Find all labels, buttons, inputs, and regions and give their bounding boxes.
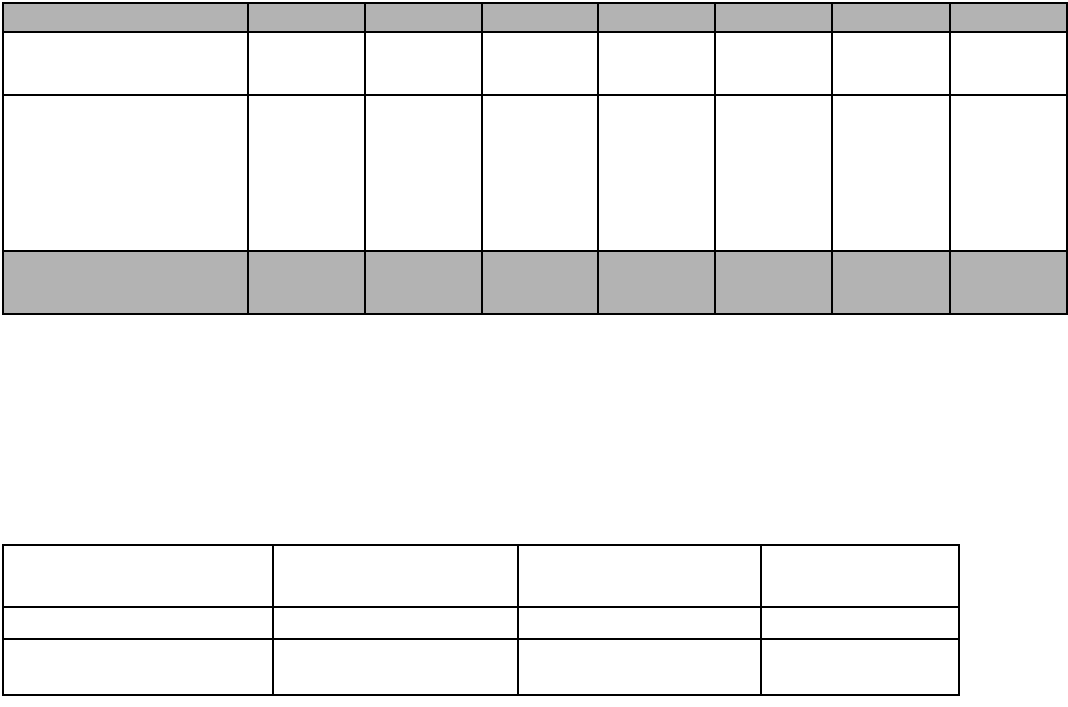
- table-cell[interactable]: [481, 2, 599, 33]
- table-cell[interactable]: [597, 94, 716, 252]
- table-cell[interactable]: [364, 31, 483, 96]
- table-cell[interactable]: [272, 606, 519, 640]
- table-cell[interactable]: [714, 31, 833, 96]
- shaded-table-row: [2, 2, 1068, 33]
- table-cell[interactable]: [597, 250, 716, 315]
- table-cell[interactable]: [247, 94, 366, 252]
- table-cell[interactable]: [949, 94, 1068, 252]
- table-cell[interactable]: [949, 2, 1068, 33]
- table-cell[interactable]: [247, 250, 366, 315]
- table-cell[interactable]: [2, 638, 274, 696]
- table-row: [2, 638, 960, 696]
- table-cell[interactable]: [2, 31, 249, 96]
- bottom-table: [2, 544, 960, 696]
- table-cell[interactable]: [364, 2, 483, 33]
- table-cell[interactable]: [831, 250, 951, 315]
- table-cell[interactable]: [2, 94, 249, 252]
- table-cell[interactable]: [2, 544, 274, 608]
- table-cell[interactable]: [247, 31, 366, 96]
- table-row: [2, 606, 960, 640]
- table-cell[interactable]: [2, 606, 274, 640]
- table-cell[interactable]: [2, 2, 249, 33]
- table-cell[interactable]: [949, 250, 1068, 315]
- table-cell[interactable]: [364, 94, 483, 252]
- table-cell[interactable]: [481, 31, 599, 96]
- table-cell[interactable]: [831, 94, 951, 252]
- table-cell[interactable]: [949, 31, 1068, 96]
- table-cell[interactable]: [2, 250, 249, 315]
- table-cell[interactable]: [714, 2, 833, 33]
- table-cell[interactable]: [831, 2, 951, 33]
- table-cell[interactable]: [517, 606, 762, 640]
- table-row: [2, 544, 960, 608]
- table-cell[interactable]: [247, 2, 366, 33]
- top-table: [2, 2, 1068, 315]
- table-cell[interactable]: [272, 544, 519, 608]
- table-cell[interactable]: [517, 638, 762, 696]
- table-cell[interactable]: [272, 638, 519, 696]
- table-cell[interactable]: [597, 2, 716, 33]
- table-cell[interactable]: [760, 544, 960, 608]
- table-cell[interactable]: [481, 94, 599, 252]
- table-cell[interactable]: [364, 250, 483, 315]
- table-cell[interactable]: [714, 250, 833, 315]
- table-row: [2, 94, 1068, 252]
- table-cell[interactable]: [714, 94, 833, 252]
- shaded-table-row: [2, 250, 1068, 315]
- table-cell[interactable]: [831, 31, 951, 96]
- table-row: [2, 31, 1068, 96]
- table-cell[interactable]: [760, 638, 960, 696]
- table-cell[interactable]: [597, 31, 716, 96]
- table-cell[interactable]: [481, 250, 599, 315]
- table-cell[interactable]: [760, 606, 960, 640]
- table-cell[interactable]: [517, 544, 762, 608]
